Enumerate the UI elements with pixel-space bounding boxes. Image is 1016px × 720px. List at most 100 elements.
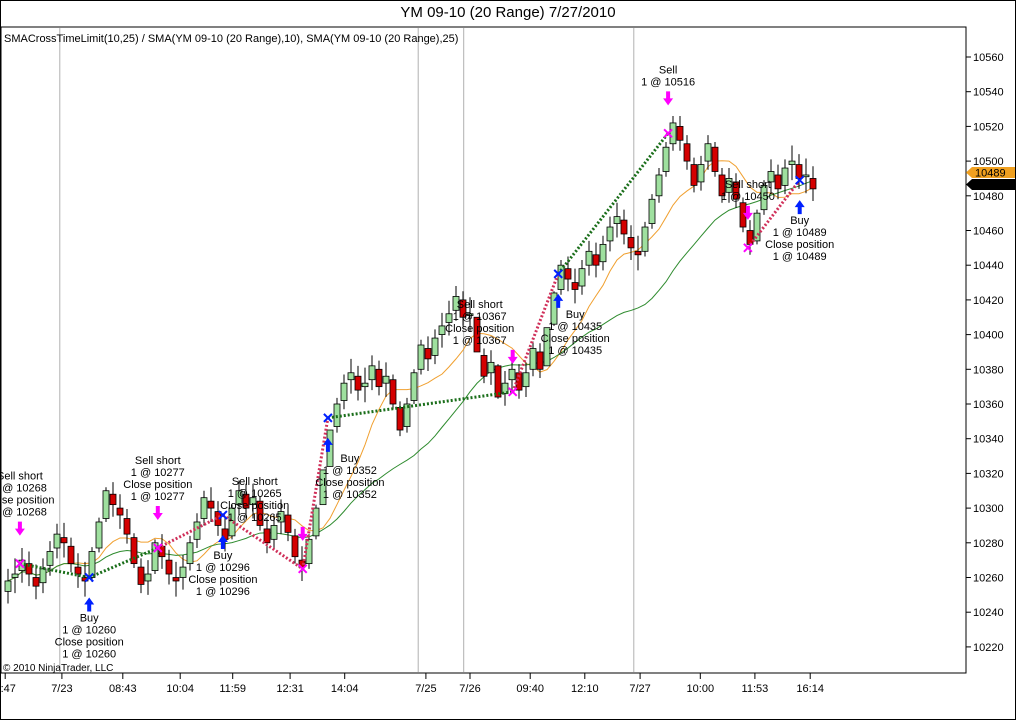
candle-body (389, 379, 397, 405)
trade-label: Sell short (135, 455, 181, 467)
candle-body (431, 337, 439, 356)
candle-body (235, 490, 243, 506)
y-tick-label: 10280 (973, 538, 1004, 550)
candle-body (109, 493, 117, 506)
trade-label: 1 @ 10265 (228, 488, 282, 500)
candle (767, 159, 775, 195)
candle-body (753, 212, 761, 242)
buy-arrow-icon (217, 535, 228, 550)
candle-body (375, 368, 383, 388)
candle (620, 209, 628, 245)
candle-body (347, 372, 355, 381)
candle-body (11, 573, 19, 578)
candle-body (522, 372, 530, 388)
trade-label: Close position (188, 574, 257, 586)
candle-body (781, 167, 789, 186)
trade-label: Sell short (725, 179, 771, 191)
y-tick-label: 10540 (973, 87, 1004, 99)
candle (774, 164, 782, 200)
candle-body (137, 566, 145, 585)
trade-label: 1 @ 10367 (453, 335, 507, 347)
candle-body (32, 577, 40, 587)
candle-body (277, 511, 285, 523)
y-tick-label: 10400 (973, 330, 1004, 342)
candle-body (67, 545, 75, 565)
candle (270, 515, 278, 550)
x-tick-label: 12:31 (276, 683, 304, 695)
chart-title: YM 09-10 (20 Range) 7/27/2010 (400, 4, 616, 21)
price-axis[interactable]: 10220 10240 10260 10280 10300 10320 10340 10360… (966, 52, 1015, 654)
x-tick-label: 08:43 (109, 683, 137, 695)
execution-marker (15, 558, 25, 569)
moving-averages (7, 160, 814, 582)
trade-label: Buy (790, 215, 809, 227)
copyright-text: © 2010 NinjaTrader, LLC (3, 663, 113, 674)
candle-body (291, 535, 299, 558)
candle (144, 560, 152, 595)
candle (690, 157, 698, 193)
trade-connector-win (327, 390, 513, 420)
trade-label: Close position (0, 495, 54, 507)
price-tag-bg (966, 167, 1015, 178)
candle-body (368, 365, 376, 381)
candle (452, 286, 460, 321)
candle (340, 374, 348, 410)
y-tick-label: 10320 (973, 468, 1004, 480)
time-axis[interactable]: 5:47 7/23 08:43 10:04 11:59 12:31 14:04 7/25 7/2… (0, 673, 824, 695)
candle-body (746, 230, 754, 245)
candle-body (424, 348, 432, 360)
candle-body (144, 573, 152, 582)
trade-label: 1 @ 10450 (721, 191, 775, 203)
candle-body (340, 382, 348, 401)
candle-body (809, 178, 817, 190)
candle (655, 168, 663, 203)
candle-body (270, 525, 278, 540)
candle (473, 316, 481, 353)
candle-body (123, 518, 131, 535)
candle (368, 355, 376, 391)
sell-arrow-icon (14, 521, 25, 536)
candle (445, 300, 453, 336)
y-tick-label: 10360 (973, 399, 1004, 411)
candle-body (704, 143, 712, 162)
candle (32, 564, 40, 600)
execution-marker (297, 564, 308, 574)
candle-body (774, 174, 782, 190)
trade-label: Sell short (0, 471, 43, 483)
candle-body (116, 507, 124, 516)
candle-body (788, 160, 796, 165)
trade-label: 1 @ 10277 (131, 491, 185, 503)
execution-marker (553, 269, 563, 279)
candle (781, 159, 789, 195)
candle-body (200, 497, 208, 519)
candle-body (494, 365, 502, 398)
candle-body (95, 521, 103, 549)
indicator-label: SMACrossTimeLimit(10,25) / SMA(YM 09-10 … (4, 33, 458, 45)
candle-body (627, 237, 635, 249)
execution-marker (743, 243, 753, 253)
candle-body (613, 216, 621, 224)
candle (67, 537, 75, 573)
candle-body (634, 250, 642, 256)
candle-body (53, 533, 61, 549)
trade-label: 1 @ 10435 (548, 345, 602, 357)
candle (291, 528, 299, 564)
candle (725, 168, 733, 203)
x-tick-label: 7/26 (459, 683, 480, 695)
trade-label: 1 @ 10489 (773, 227, 827, 239)
candle (60, 522, 68, 558)
candle (242, 483, 250, 519)
candle-body (102, 490, 110, 519)
x-tick-label: 10:00 (687, 683, 715, 695)
trade-label: Close position (123, 479, 192, 491)
candle (25, 551, 33, 587)
sell-arrow-icon (507, 349, 518, 364)
candle (697, 155, 705, 191)
trade-label: Buy (80, 613, 99, 625)
buy-arrow-icon (553, 293, 564, 308)
candle (186, 535, 194, 571)
sma-slow-line (7, 180, 814, 582)
candle (165, 549, 173, 585)
trade-label: Buy (340, 453, 359, 465)
